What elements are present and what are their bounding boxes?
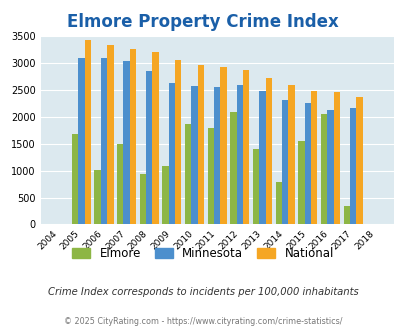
Bar [72, 134, 78, 224]
Bar [343, 206, 349, 224]
Text: Elmore Property Crime Index: Elmore Property Crime Index [67, 13, 338, 31]
Bar [139, 174, 146, 224]
Bar [288, 85, 294, 224]
Bar [107, 45, 113, 224]
Bar [78, 58, 84, 224]
Bar [146, 71, 152, 224]
Bar [100, 58, 107, 224]
Bar [191, 86, 197, 224]
Bar [230, 112, 236, 224]
Bar [355, 97, 362, 224]
Bar [333, 92, 339, 224]
Bar [84, 40, 91, 224]
Bar [298, 141, 304, 224]
Bar [152, 52, 158, 224]
Bar [281, 100, 288, 224]
Bar [252, 149, 259, 224]
Bar [275, 182, 281, 224]
Bar [310, 90, 316, 224]
Text: © 2025 CityRating.com - https://www.cityrating.com/crime-statistics/: © 2025 CityRating.com - https://www.city… [64, 317, 341, 326]
Bar [175, 60, 181, 224]
Bar [185, 124, 191, 224]
Bar [213, 87, 220, 224]
Bar [259, 91, 265, 224]
Bar [197, 65, 204, 224]
Bar [162, 166, 168, 224]
Bar [320, 114, 326, 224]
Bar [207, 128, 213, 224]
Bar [236, 85, 243, 224]
Bar [349, 108, 355, 224]
Bar [94, 170, 100, 224]
Bar [243, 70, 249, 224]
Bar [220, 67, 226, 224]
Text: Crime Index corresponds to incidents per 100,000 inhabitants: Crime Index corresponds to incidents per… [47, 287, 358, 297]
Bar [117, 144, 123, 224]
Bar [130, 49, 136, 224]
Bar [168, 82, 175, 224]
Bar [265, 78, 271, 224]
Bar [123, 61, 130, 224]
Bar [304, 104, 310, 224]
Bar [326, 110, 333, 224]
Legend: Elmore, Minnesota, National: Elmore, Minnesota, National [67, 242, 338, 265]
